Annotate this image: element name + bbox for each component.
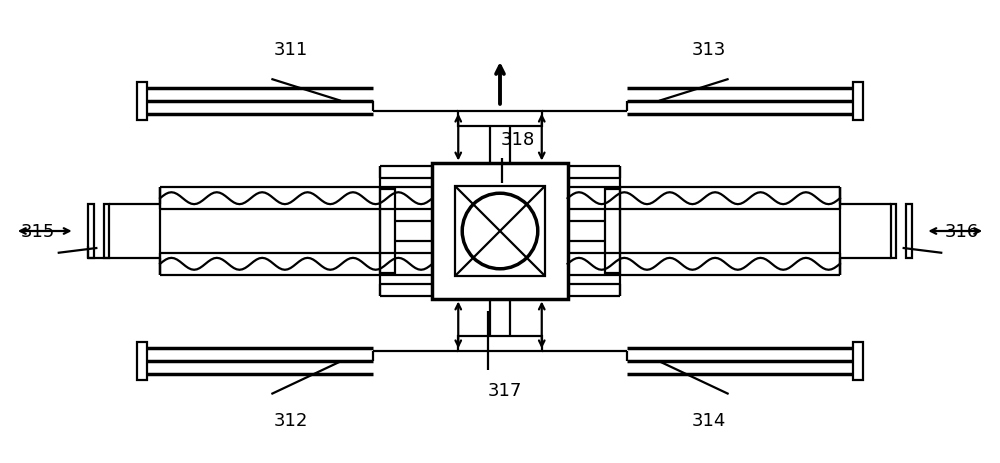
Bar bbox=[137, 343, 147, 380]
Bar bbox=[906, 204, 912, 259]
Bar bbox=[137, 83, 147, 120]
Bar bbox=[853, 83, 863, 120]
Text: 317: 317 bbox=[488, 381, 522, 399]
Bar bbox=[88, 204, 94, 259]
Text: 313: 313 bbox=[692, 41, 726, 59]
Bar bbox=[891, 204, 896, 259]
Text: 318: 318 bbox=[501, 130, 535, 148]
Bar bbox=[455, 187, 545, 276]
Bar bbox=[853, 343, 863, 380]
Text: 314: 314 bbox=[692, 411, 726, 429]
Text: 316: 316 bbox=[945, 223, 979, 240]
Bar bbox=[458, 337, 542, 351]
Bar bbox=[432, 164, 568, 299]
Text: 311: 311 bbox=[274, 41, 308, 59]
Bar bbox=[458, 112, 542, 126]
Bar bbox=[104, 204, 109, 259]
Text: 315: 315 bbox=[21, 223, 55, 240]
Bar bbox=[605, 190, 620, 273]
Text: 312: 312 bbox=[274, 411, 308, 429]
Bar bbox=[380, 190, 395, 273]
